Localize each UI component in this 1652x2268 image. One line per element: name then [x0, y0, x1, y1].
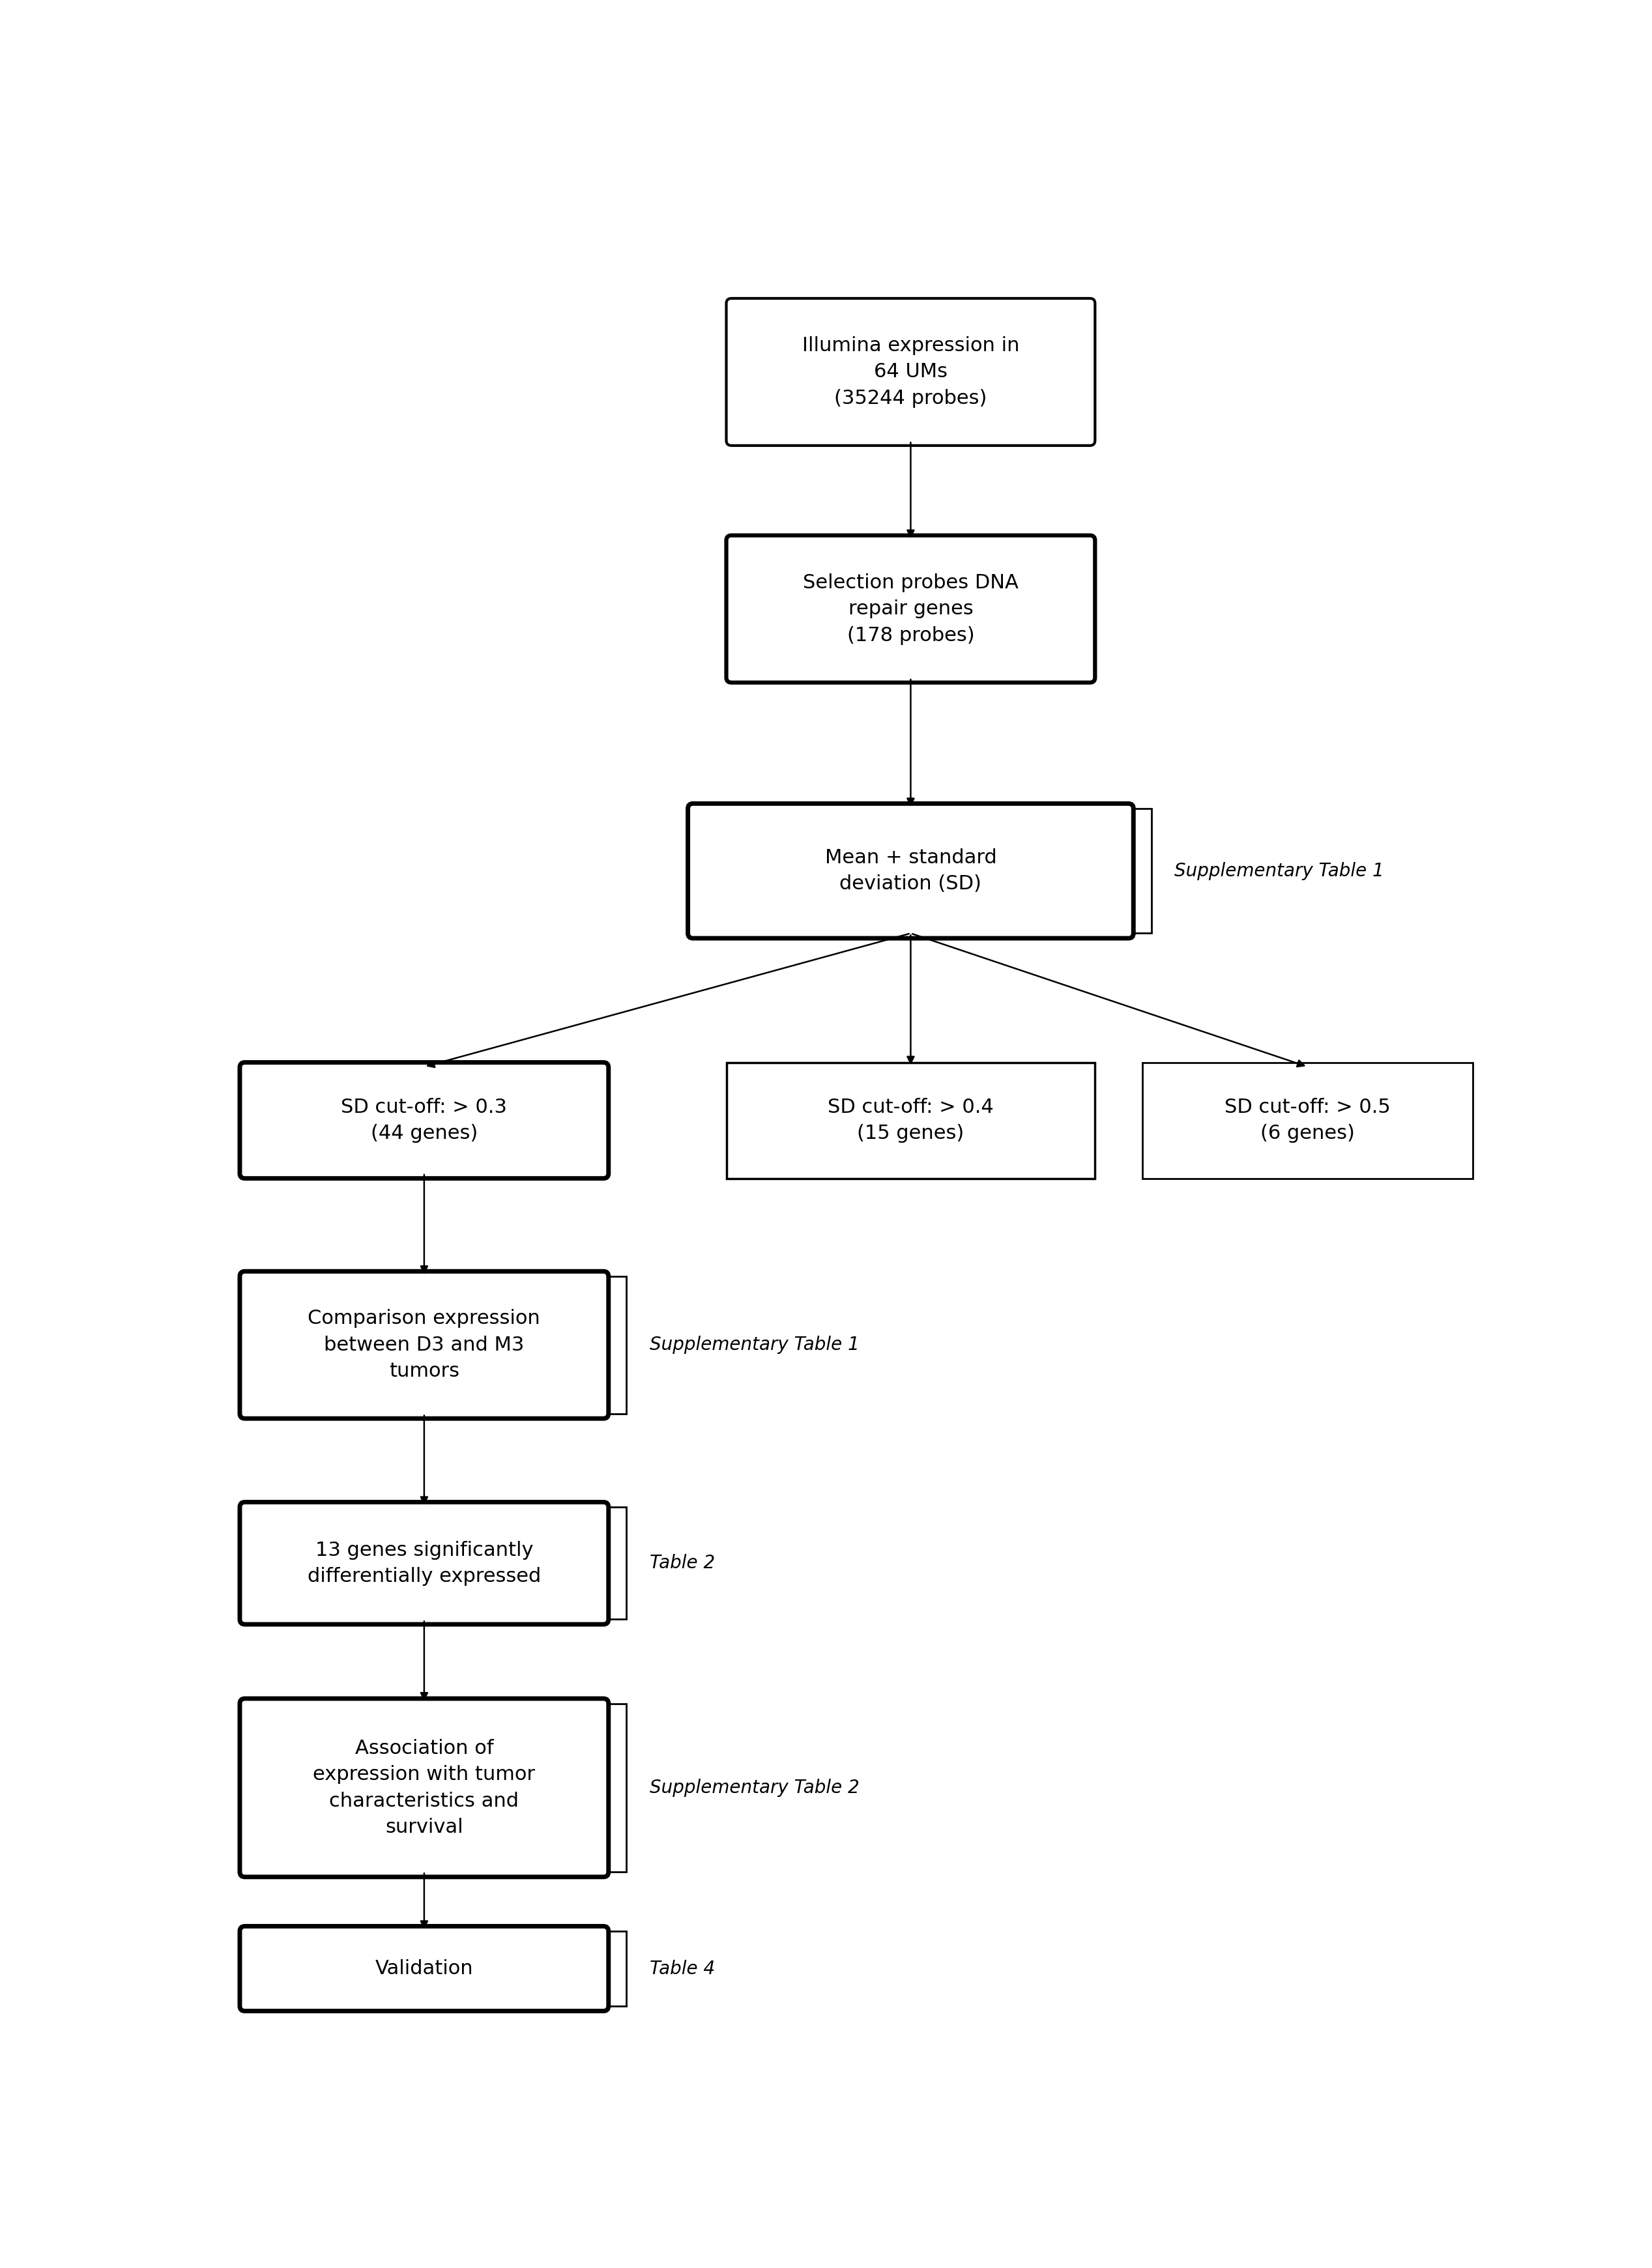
Text: Association of
expression with tumor
characteristics and
survival: Association of expression with tumor cha… [312, 1740, 535, 1837]
Text: Mean + standard
deviation (SD): Mean + standard deviation (SD) [824, 848, 996, 894]
Text: Supplementary Table 1: Supplementary Table 1 [649, 1336, 859, 1354]
Text: Selection probes DNA
repair genes
(178 probes): Selection probes DNA repair genes (178 p… [803, 574, 1019, 644]
Text: Table 2: Table 2 [649, 1554, 715, 1572]
Text: SD cut-off: > 0.5
(6 genes): SD cut-off: > 0.5 (6 genes) [1224, 1098, 1391, 1143]
FancyBboxPatch shape [240, 1699, 608, 1878]
Text: Table 4: Table 4 [649, 1960, 715, 1978]
FancyBboxPatch shape [240, 1501, 608, 1624]
Text: SD cut-off: > 0.3
(44 genes): SD cut-off: > 0.3 (44 genes) [340, 1098, 507, 1143]
FancyBboxPatch shape [727, 1061, 1095, 1179]
FancyBboxPatch shape [240, 1926, 608, 2012]
FancyBboxPatch shape [727, 535, 1095, 683]
FancyBboxPatch shape [727, 299, 1095, 445]
Text: Supplementary Table 2: Supplementary Table 2 [649, 1778, 859, 1796]
Text: Comparison expression
between D3 and M3
tumors: Comparison expression between D3 and M3 … [307, 1309, 540, 1381]
FancyBboxPatch shape [240, 1272, 608, 1418]
Text: Validation: Validation [375, 1960, 472, 1978]
FancyBboxPatch shape [240, 1061, 608, 1179]
FancyBboxPatch shape [687, 803, 1133, 939]
Text: 13 genes significantly
differentially expressed: 13 genes significantly differentially ex… [307, 1540, 540, 1585]
Text: SD cut-off: > 0.4
(15 genes): SD cut-off: > 0.4 (15 genes) [828, 1098, 993, 1143]
Text: Supplementary Table 1: Supplementary Table 1 [1175, 862, 1384, 880]
FancyBboxPatch shape [1143, 1061, 1472, 1179]
Text: Illumina expression in
64 UMs
(35244 probes): Illumina expression in 64 UMs (35244 pro… [801, 336, 1019, 408]
